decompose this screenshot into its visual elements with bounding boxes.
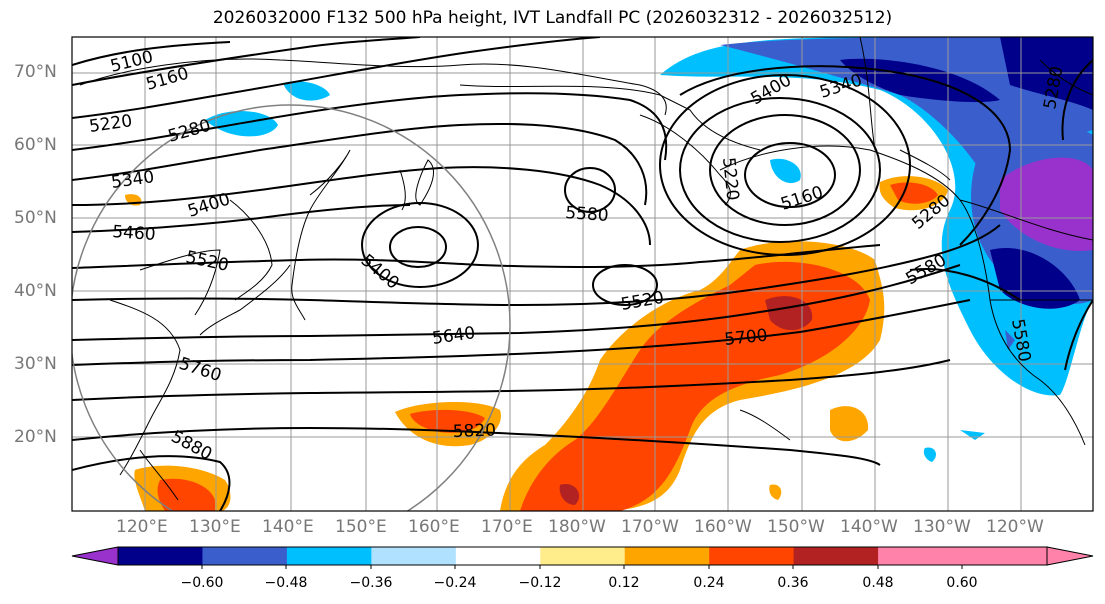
colorbar-segment: [878, 547, 964, 565]
colorbar-segment: [118, 547, 203, 565]
lat-label: 20°N: [14, 427, 57, 447]
lon-label: 170°E: [481, 517, 533, 537]
colorbar-tick-label: 0.24: [693, 575, 725, 591]
colorbar-frame: [117, 546, 1048, 566]
lat-label: 60°N: [14, 135, 57, 155]
lon-label: 180°W: [548, 517, 606, 537]
colorbar-segment: [793, 547, 879, 565]
lon-label: 150°E: [335, 517, 387, 537]
colorbar-segment: [540, 547, 626, 565]
lon-label: 130°W: [913, 517, 971, 537]
colorbar-segment: [709, 547, 795, 565]
colorbar-segment: [455, 547, 541, 565]
colorbar-segments: [118, 547, 1048, 565]
lat-label: 30°N: [14, 354, 57, 374]
map-plot-area: 5100 5160 5220 5280 5340 5400 5460 5520 …: [72, 37, 1093, 511]
colorbar-tick-label: 0.36: [777, 575, 809, 591]
lon-label: 140°W: [840, 517, 898, 537]
contour-label: 5580: [565, 203, 610, 226]
lon-label: 130°E: [189, 517, 241, 537]
lon-label: 140°E: [262, 517, 314, 537]
contour-label: 5820: [452, 420, 496, 441]
colorbar-segment: [624, 547, 710, 565]
ivt-negative-shading: [205, 37, 1093, 462]
contour-label: 5460: [112, 222, 157, 245]
lon-label: 120°E: [116, 517, 168, 537]
colorbar-tick-label: −0.12: [518, 575, 562, 591]
lat-label: 50°N: [14, 208, 57, 228]
contour-label: 5220: [718, 156, 742, 201]
map-frame: [71, 36, 1094, 512]
colorbar-segment: [202, 547, 288, 565]
contour-label: 5700: [723, 326, 768, 350]
lat-label: 70°N: [14, 62, 57, 82]
colorbar-tick-label: −0.48: [264, 575, 308, 591]
colorbar-tick-label: −0.60: [180, 575, 224, 591]
colorbar-ticks: [201, 565, 963, 569]
map-title: 2026032000 F132 500 hPa height, IVT Land…: [212, 8, 893, 28]
lon-label: 160°E: [408, 517, 460, 537]
lon-label: 170°W: [621, 517, 679, 537]
colorbar-segment: [371, 547, 457, 565]
reference-circle: [72, 104, 511, 511]
lon-label: 160°W: [694, 517, 752, 537]
colorbar-tick-label: 0.12: [608, 575, 640, 591]
height-contours: [72, 37, 1093, 511]
colorbar-segment: [286, 547, 372, 565]
colorbar-tick-label: −0.36: [349, 575, 393, 591]
colorbar-tick-label: −0.24: [433, 575, 477, 591]
colorbar: [71, 546, 1094, 569]
lon-label: 150°W: [767, 517, 825, 537]
colorbar-tick-label: 0.60: [946, 575, 978, 591]
colorbar-tick-label: 0.48: [862, 575, 894, 591]
colorbar-segment: [962, 547, 1048, 565]
lon-label: 120°W: [986, 517, 1044, 537]
colorbar-max-extend: [1046, 546, 1094, 566]
colorbar-min-extend: [71, 546, 119, 566]
lat-label: 40°N: [14, 281, 57, 301]
